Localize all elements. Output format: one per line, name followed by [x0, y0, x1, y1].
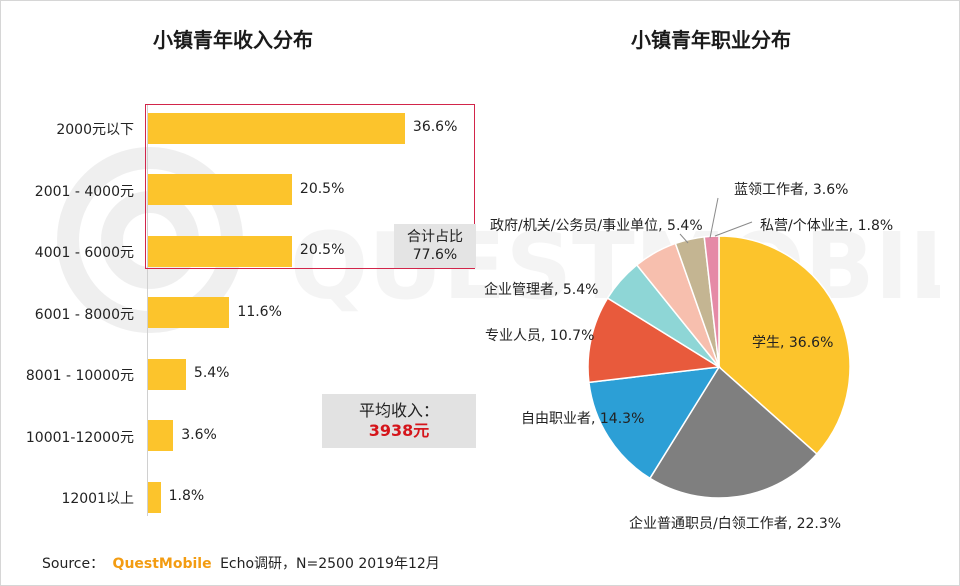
pie-chart-title: 小镇青年职业分布 — [631, 28, 791, 52]
bar — [148, 235, 292, 267]
bar-value-label: 36.6% — [412, 119, 458, 135]
pie-slice-label: 私营/个体业主, 1.8% — [760, 218, 894, 234]
bar-category-label: 2000元以下 — [56, 122, 134, 138]
average-income-value: 3938元 — [368, 421, 430, 440]
pie-slice-label: 学生, 36.6% — [752, 335, 834, 351]
bar-value-label: 20.5% — [299, 242, 345, 258]
pie-slice-label: 蓝领工作者, 3.6% — [734, 182, 849, 198]
pie-slice-label: 专业人员, 10.7% — [485, 328, 595, 344]
combined-share-box: 合计占比 77.6% — [394, 224, 476, 268]
bar-category-label: 10001-12000元 — [25, 429, 134, 446]
bar-category-label: 6001 - 8000元 — [34, 306, 134, 323]
pie-leader-line — [679, 233, 689, 244]
bar-axis-line — [147, 104, 148, 516]
pie-slice-label: 政府/机关/公务员/事业单位, 5.4% — [490, 218, 703, 234]
pie-slice-label: 企业管理者, 5.4% — [484, 282, 599, 298]
bar — [148, 297, 230, 328]
source-prefix: Source： — [42, 556, 105, 572]
pie-slice-label: 自由职业者, 14.3% — [521, 411, 645, 427]
pie-slice-label: 企业普通职员/白领工作者, 22.3% — [629, 516, 842, 532]
pie-slice — [648, 365, 818, 499]
bar-value-label: 11.6% — [237, 303, 282, 320]
bar-value-label: 20.5% — [299, 180, 345, 197]
source-suffix: Echo调研，N=2500 2019年12月 — [220, 556, 440, 572]
bar-chart-title: 小镇青年收入分布 — [153, 28, 313, 52]
average-income-box: 平均收入： 3938元 — [322, 394, 476, 448]
bar — [148, 112, 405, 144]
bar-value-label: 5.4% — [193, 365, 230, 381]
combined-share-value: 77.6% — [412, 247, 458, 263]
bar-value-label: 1.8% — [168, 488, 205, 504]
pie-slice — [587, 297, 722, 384]
highlight-box — [145, 104, 475, 269]
source-brand: QuestMobile — [112, 556, 212, 572]
combined-share-label: 合计占比 — [407, 229, 463, 245]
pie-slice — [703, 235, 720, 368]
source-note: Source： QuestMobile Echo调研，N=2500 2019年1… — [42, 553, 440, 573]
pie-slice — [588, 366, 721, 480]
bar-value-label: 3.6% — [181, 426, 217, 443]
bar-category-label: 2001 - 4000元 — [34, 183, 134, 200]
bar — [148, 481, 161, 513]
bar-category-label: 4001 - 6000元 — [34, 245, 134, 261]
bar — [148, 420, 174, 451]
average-income-label: 平均收入： — [358, 401, 439, 420]
bar — [148, 174, 292, 205]
bar — [148, 358, 186, 390]
pie-slice — [718, 235, 851, 456]
bar-category-label: 8001 - 10000元 — [25, 368, 134, 384]
pie-leader-line — [714, 221, 753, 237]
pie-leader-line — [709, 197, 719, 239]
bar-category-label: 12001以上 — [61, 491, 134, 507]
